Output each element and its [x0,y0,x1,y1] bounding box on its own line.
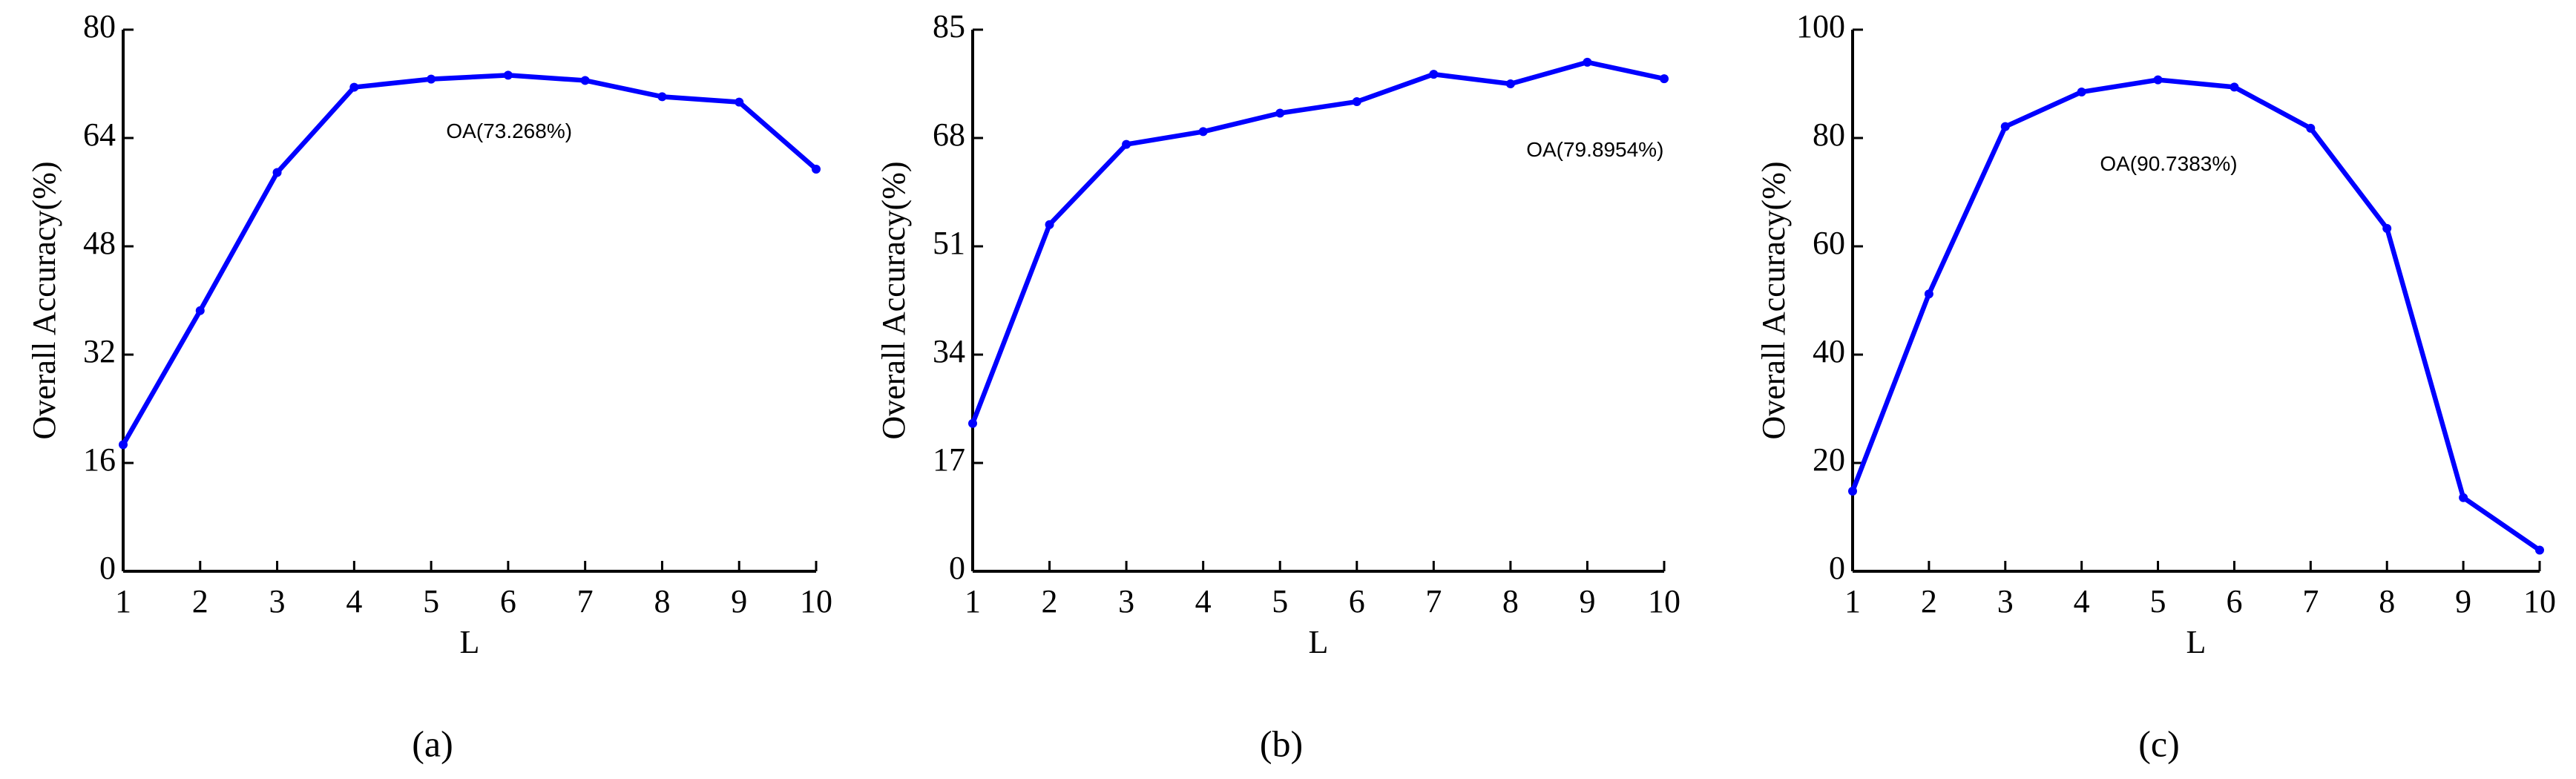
data-line [1850,77,2541,553]
y-tick-label: 64 [83,116,116,153]
y-tick-label: 80 [1813,116,1845,153]
data-point [1583,57,1592,67]
data-line [970,59,1665,424]
y-tick-label: 0 [99,550,116,586]
x-tick-label: 4 [1195,583,1212,619]
y-axis-label: Overall Accuracy(%) [26,161,62,439]
x-tick-label: 2 [1042,583,1058,619]
x-tick-label: 8 [654,583,670,619]
annotation: OA(73.268%) [446,119,572,142]
data-point [2459,493,2468,502]
y-tick-label: 16 [83,441,116,478]
x-tick-label: 3 [1997,583,2014,619]
x-tick-label: 6 [2226,583,2242,619]
data-point [812,164,821,174]
y-tick-label: 0 [949,550,965,586]
x-tick-label: 10 [1648,583,1680,619]
y-tick-label: 100 [1796,8,1845,45]
panel-caption: (a) [412,723,453,764]
x-axis-label: L [460,624,480,660]
x-tick-label: 7 [2302,583,2319,619]
x-tick-label: 9 [2455,583,2471,619]
y-tick-label: 60 [1813,225,1845,261]
data-point [735,97,744,107]
data-point [1848,486,1857,496]
data-point [349,82,359,92]
data-point [580,76,590,85]
x-tick-label: 3 [1118,583,1134,619]
x-tick-label: 3 [269,583,286,619]
x-axis-label: L [2186,624,2207,660]
data-point [272,168,282,177]
y-tick-label: 0 [1829,550,1845,586]
x-tick-label: 6 [500,583,516,619]
x-tick-label: 7 [1425,583,1442,619]
data-point [1352,97,1361,107]
x-tick-label: 4 [2074,583,2090,619]
y-tick-label: 20 [1813,441,1845,478]
x-tick-label: 8 [1502,583,1519,619]
annotation: OA(79.8954%) [1526,138,1663,161]
data-line [121,73,818,446]
data-point [657,92,667,102]
data-point [2382,223,2392,233]
data-point [1660,74,1669,84]
data-point [2153,75,2163,85]
data-point [503,70,513,80]
x-tick-label: 1 [1844,583,1861,619]
data-point [119,440,128,450]
y-tick-label: 85 [933,8,965,45]
x-tick-label: 2 [192,583,208,619]
data-point [427,74,436,84]
data-point [2306,123,2316,133]
x-tick-label: 10 [800,583,832,619]
data-point [1505,79,1515,88]
data-point [1045,220,1054,229]
data-point [1275,108,1285,118]
y-axis-label: Overall Accuracy(%) [875,161,912,439]
x-tick-label: 5 [2150,583,2166,619]
x-axis-label: L [1309,624,1329,660]
y-tick-label: 17 [933,441,965,478]
y-tick-label: 40 [1813,333,1845,369]
data-point [1198,127,1208,137]
x-tick-label: 9 [1579,583,1595,619]
x-tick-label: 7 [577,583,594,619]
data-point [1122,139,1131,149]
x-tick-label: 2 [1921,583,1937,619]
y-tick-label: 80 [83,8,116,45]
y-axis-label: Overall Accuracy(%) [1755,161,1792,439]
x-tick-label: 6 [1349,583,1365,619]
data-point [2535,545,2544,555]
x-tick-label: 4 [346,583,362,619]
y-tick-label: 34 [933,333,965,369]
x-tick-label: 1 [965,583,981,619]
y-tick-label: 68 [933,116,965,153]
data-point [1429,70,1439,79]
data-point [968,418,977,428]
x-tick-label: 5 [423,583,439,619]
panel-caption: (c) [2138,723,2180,764]
x-tick-label: 9 [731,583,747,619]
y-tick-label: 48 [83,225,116,261]
y-tick-label: 51 [933,225,965,261]
data-point [1924,289,1933,299]
x-tick-label: 5 [1272,583,1288,619]
x-tick-label: 10 [2523,583,2556,619]
data-point [2000,122,2010,131]
panel-caption: (b) [1260,723,1303,764]
data-point [195,306,205,315]
y-tick-label: 32 [83,333,116,369]
data-point [2230,82,2239,92]
x-tick-label: 8 [2379,583,2395,619]
x-tick-label: 1 [115,583,131,619]
annotation: OA(90.7383%) [2100,152,2237,175]
data-point [2077,87,2086,96]
